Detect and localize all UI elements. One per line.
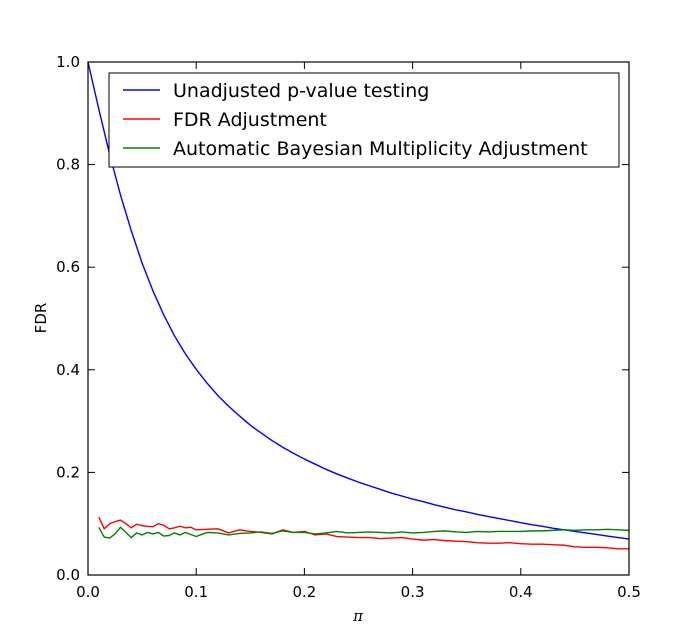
x-tick-label-4: 0.4: [509, 583, 533, 601]
y-tick-label-4: 0.8: [56, 156, 80, 174]
plot-lines: [87, 61, 630, 550]
x-axis-title: π: [352, 607, 364, 625]
x-tick-label-3: 0.3: [401, 583, 425, 601]
legend-label-fdr: FDR Adjustment: [173, 109, 327, 131]
y-tick-label-3: 0.6: [56, 258, 80, 276]
series-line-unadjusted-p-value-testing: [87, 61, 630, 540]
y-ticks: 0.0 0.2 0.4 0.6 0.8 1.0: [56, 53, 629, 584]
x-tick-label-2: 0.2: [292, 583, 316, 601]
legend: Unadjusted p-value testing FDR Adjustmen…: [108, 72, 620, 168]
plot-frame: [87, 61, 630, 576]
y-axis-title: FDR: [32, 303, 50, 334]
x-ticks: 0.0 0.1 0.2 0.3 0.4 0.5: [76, 62, 641, 601]
series-line-fdr-adjustment: [98, 516, 629, 550]
x-tick-label-0: 0.0: [76, 583, 100, 601]
legend-label-unadjusted: Unadjusted p-value testing: [173, 80, 429, 102]
y-tick-label-0: 0.0: [56, 566, 80, 584]
series-line-automatic-bayesian-multiplicity-adjustment: [98, 526, 630, 539]
legend-label-bayesian: Automatic Bayesian Multiplicity Adjustme…: [173, 138, 588, 160]
x-tick-label-5: 0.5: [617, 583, 641, 601]
y-tick-label-5: 1.0: [56, 53, 80, 71]
x-tick-label-1: 0.1: [184, 583, 208, 601]
legend-box: [108, 72, 620, 168]
y-tick-label-1: 0.2: [56, 463, 80, 481]
y-tick-label-2: 0.4: [56, 361, 80, 379]
